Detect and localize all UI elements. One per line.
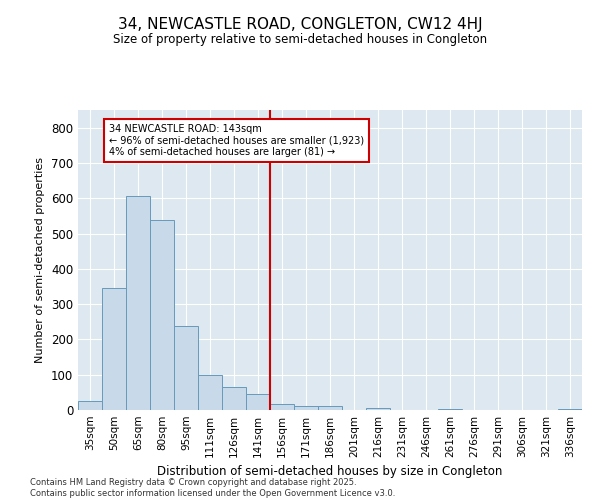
Bar — [366, 408, 390, 410]
Bar — [102, 288, 126, 410]
Bar — [150, 220, 174, 410]
Text: Size of property relative to semi-detached houses in Congleton: Size of property relative to semi-detach… — [113, 32, 487, 46]
X-axis label: Distribution of semi-detached houses by size in Congleton: Distribution of semi-detached houses by … — [157, 466, 503, 478]
Bar — [558, 408, 582, 410]
Bar — [174, 326, 198, 410]
Bar — [78, 401, 102, 410]
Bar — [246, 394, 270, 410]
Bar — [126, 196, 150, 410]
Bar — [270, 404, 294, 410]
Text: 34, NEWCASTLE ROAD, CONGLETON, CW12 4HJ: 34, NEWCASTLE ROAD, CONGLETON, CW12 4HJ — [118, 18, 482, 32]
Bar — [222, 387, 246, 410]
Y-axis label: Number of semi-detached properties: Number of semi-detached properties — [35, 157, 46, 363]
Bar — [438, 408, 462, 410]
Bar — [294, 406, 318, 410]
Bar — [198, 374, 222, 410]
Bar — [318, 406, 342, 410]
Text: 34 NEWCASTLE ROAD: 143sqm
← 96% of semi-detached houses are smaller (1,923)
4% o: 34 NEWCASTLE ROAD: 143sqm ← 96% of semi-… — [109, 124, 364, 158]
Text: Contains HM Land Registry data © Crown copyright and database right 2025.
Contai: Contains HM Land Registry data © Crown c… — [30, 478, 395, 498]
